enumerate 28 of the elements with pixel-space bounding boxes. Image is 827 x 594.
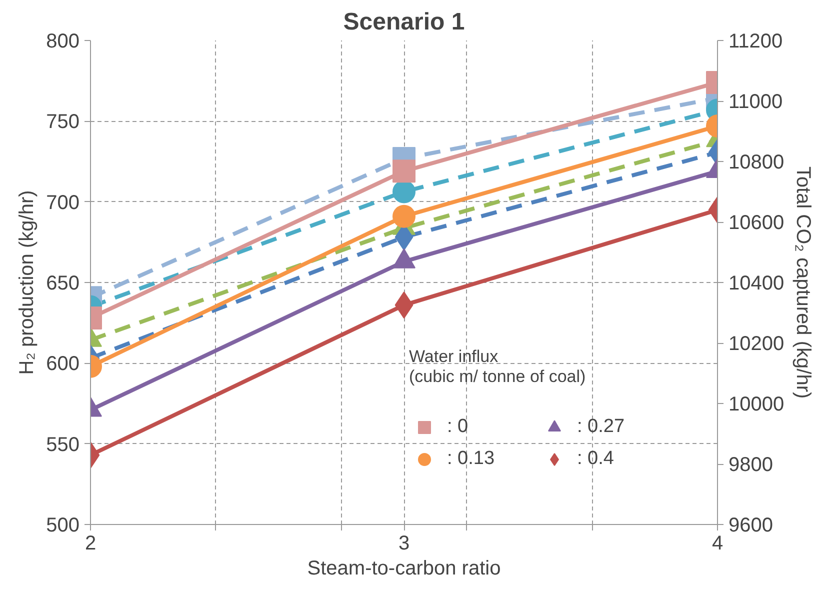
legend-label: : 0.4: [577, 448, 615, 470]
y-tick-label: 800: [46, 30, 80, 52]
y-tick-label: 700: [46, 192, 80, 214]
y2-tick-label: 11000: [728, 91, 783, 113]
chart-title: Scenario 1: [343, 8, 465, 36]
y2-tick-label: 10400: [728, 272, 784, 294]
y-tick-label: 550: [46, 434, 80, 456]
y-tick-label: 650: [46, 272, 80, 294]
y2-tick-label: 10600: [728, 212, 784, 234]
y2-tick-label: 10000: [728, 394, 784, 416]
legend-label: : 0.27: [577, 416, 626, 438]
legend-label: : 0.13: [447, 448, 496, 470]
y2-tick-label: 9800: [728, 454, 773, 476]
y2-tick-label: 10200: [728, 333, 784, 355]
y2-tick-label: 11200: [728, 30, 783, 52]
y-tick-label: 600: [46, 353, 80, 376]
y-tick-label: 500: [46, 514, 80, 536]
y2-tick-label: 10800: [728, 152, 784, 174]
x-tick-label: 3: [398, 532, 410, 554]
x-axis-title: Steam-to-carbon ratio: [307, 558, 501, 580]
y2-axis-title: Total CO₂ captured (kg/hr): [792, 166, 814, 399]
legend-title: Water influx (cubic m/ tonne of coal): [409, 347, 587, 387]
y-axis-title: H₂ production (kg/hr): [16, 190, 38, 375]
y-tick-label: 750: [46, 111, 80, 134]
legend-label: : 0: [447, 416, 470, 438]
x-tick-label: 4: [712, 532, 724, 554]
x-tick-label: 2: [84, 532, 96, 554]
y2-tick-label: 9600: [728, 514, 773, 536]
